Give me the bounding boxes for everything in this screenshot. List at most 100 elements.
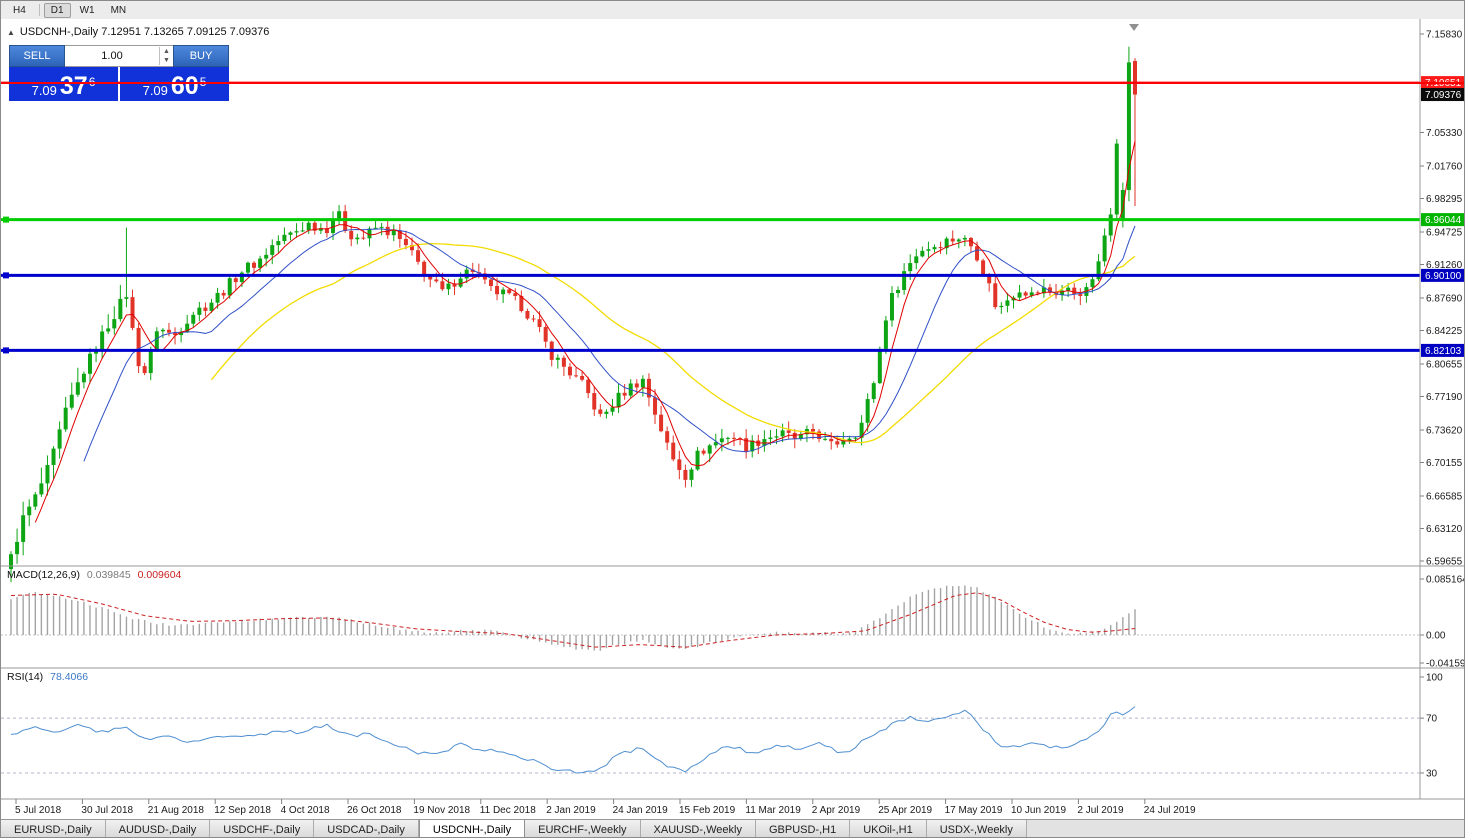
line-handle[interactable] <box>3 216 9 223</box>
spinner-up-icon[interactable]: ▲ <box>163 48 170 55</box>
svg-text:6.80655: 6.80655 <box>1426 359 1463 370</box>
svg-text:30 Jul 2018: 30 Jul 2018 <box>81 805 133 816</box>
svg-text:5 Jul 2018: 5 Jul 2018 <box>15 805 62 816</box>
chart-area[interactable]: 7.15830 7.05330 7.01760 6.98295 6.94725 6.912… <box>1 19 1465 819</box>
collapse-panel-icon[interactable]: ▲ <box>7 28 15 37</box>
svg-text:15 Feb 2019: 15 Feb 2019 <box>679 805 736 816</box>
svg-text:0.00: 0.00 <box>1426 631 1446 642</box>
sell-price-display[interactable]: 7.09376 <box>9 67 118 101</box>
svg-text:6.63120: 6.63120 <box>1426 524 1463 535</box>
chart-tab[interactable]: XAUUSD-,Weekly <box>640 820 756 837</box>
svg-text:6.82103: 6.82103 <box>1425 346 1462 357</box>
timeframe-button-mn[interactable]: MN <box>110 4 127 16</box>
svg-text:6.84225: 6.84225 <box>1426 326 1463 337</box>
svg-text:6.73620: 6.73620 <box>1426 425 1463 436</box>
volume-field[interactable]: 1.00 ▲ ▼ <box>65 45 173 67</box>
chart-tab[interactable]: UKOil-,H1 <box>850 820 927 837</box>
svg-text:70: 70 <box>1426 714 1438 725</box>
chart-tab[interactable]: USDCAD-,Daily <box>314 820 419 837</box>
svg-text:10 Jun 2019: 10 Jun 2019 <box>1011 805 1066 816</box>
line-handle[interactable] <box>3 347 9 354</box>
chart-title-text: USDCNH-,Daily 7.12951 7.13265 7.09125 7.… <box>19 26 270 38</box>
buy-price-display[interactable]: 7.09605 <box>120 67 229 101</box>
price-tags: 7.10651 6.96044 6.90100 6.82103 7.09376 <box>1421 76 1464 357</box>
svg-text:2 Jul 2019: 2 Jul 2019 <box>1077 805 1124 816</box>
timeframe-button-h4[interactable]: H4 <box>13 4 26 16</box>
volume-value[interactable]: 1.00 <box>101 50 123 62</box>
svg-text:6.98295: 6.98295 <box>1426 194 1463 205</box>
sell-button[interactable]: SELL <box>9 45 65 67</box>
line-handle[interactable] <box>3 272 9 279</box>
svg-text:6.59655: 6.59655 <box>1426 557 1463 568</box>
svg-text:6.96044: 6.96044 <box>1425 215 1462 226</box>
buy-button[interactable]: BUY <box>173 45 229 67</box>
timeframe-button-w1[interactable]: W1 <box>79 4 95 16</box>
buy-price-main: 7.09 <box>142 83 168 98</box>
resistance-line-overlay[interactable] <box>1 81 1464 84</box>
svg-text:7.01760: 7.01760 <box>1426 161 1463 172</box>
svg-text:17 May 2019: 17 May 2019 <box>945 805 1003 816</box>
buy-price-pips: 60 <box>170 72 199 100</box>
chart-tab[interactable]: USDX-,Weekly <box>926 820 1027 837</box>
svg-text:24 Jan 2019: 24 Jan 2019 <box>613 805 668 816</box>
svg-text:6.77190: 6.77190 <box>1426 392 1463 403</box>
svg-text:21 Aug 2018: 21 Aug 2018 <box>148 805 205 816</box>
chart-tab[interactable]: GBPUSD-,H1 <box>755 820 851 837</box>
rsi-indicator-label: RSI(14) 78.4066 <box>7 671 88 683</box>
date-axis: 5 Jul 2018 30 Jul 2018 21 Aug 2018 12 Sep 2… <box>15 799 1196 816</box>
svg-text:25 Apr 2019: 25 Apr 2019 <box>878 805 932 816</box>
svg-text:2 Jan 2019: 2 Jan 2019 <box>546 805 596 816</box>
svg-text:19 Nov 2018: 19 Nov 2018 <box>413 805 470 816</box>
svg-text:11 Mar 2019: 11 Mar 2019 <box>745 805 801 816</box>
chart-tab[interactable]: EURUSD-,Daily <box>1 820 106 837</box>
svg-text:26 Oct 2018: 26 Oct 2018 <box>347 805 402 816</box>
svg-text:6.90100: 6.90100 <box>1425 271 1462 282</box>
svg-text:7.15830: 7.15830 <box>1426 30 1463 41</box>
macd-name: MACD(12,26,9) <box>7 569 80 581</box>
svg-text:-0.041597: -0.041597 <box>1426 659 1465 670</box>
rsi-value: 78.4066 <box>50 671 89 683</box>
chart-canvas[interactable]: 7.15830 7.05330 7.01760 6.98295 6.94725 6.912… <box>1 19 1465 819</box>
chart-tab[interactable]: EURCHF-,Weekly <box>525 820 641 837</box>
svg-text:0.085164: 0.085164 <box>1426 575 1465 586</box>
sell-price-main: 7.09 <box>31 83 57 98</box>
chart-shift-marker-icon[interactable] <box>1129 24 1139 31</box>
svg-text:6.91260: 6.91260 <box>1426 260 1463 271</box>
chart-tab[interactable]: USDCNH-,Daily <box>418 820 526 837</box>
spinner-down-icon[interactable]: ▼ <box>163 57 170 64</box>
svg-text:24 Jul 2019: 24 Jul 2019 <box>1144 805 1196 816</box>
macd-pane: 0.085164 0.00 -0.041597 <box>1 575 1465 670</box>
svg-text:7.10651: 7.10651 <box>1425 78 1462 89</box>
timeframe-toolbar: H4 D1 W1 MN <box>1 1 1464 20</box>
one-click-trading-panel: SELL 1.00 ▲ ▼ BUY 7.09376 7.09605 <box>9 45 229 101</box>
svg-text:6.70155: 6.70155 <box>1426 458 1463 469</box>
price-axis: 7.15830 7.05330 7.01760 6.98295 6.94725 6.912… <box>1420 30 1463 568</box>
rsi-pane: 100 70 30 <box>1 673 1443 779</box>
volume-spinner[interactable]: ▲ ▼ <box>159 47 173 65</box>
ma-fast-line <box>34 140 1136 523</box>
timeframe-button-d1[interactable]: D1 <box>43 2 71 18</box>
macd-indicator-label: MACD(12,26,9) 0.039845 0.009604 <box>7 569 181 581</box>
svg-text:6.94725: 6.94725 <box>1426 227 1463 238</box>
chart-tab[interactable]: USDCHF-,Daily <box>210 820 315 837</box>
svg-text:30: 30 <box>1426 768 1438 779</box>
macd-main-value: 0.039845 <box>86 569 131 581</box>
svg-text:11 Dec 2018: 11 Dec 2018 <box>480 805 536 816</box>
svg-text:2 Apr 2019: 2 Apr 2019 <box>812 805 861 816</box>
chart-tab-bar: EURUSD-,Daily AUDUSD-,Daily USDCHF-,Daily U… <box>1 819 1464 837</box>
macd-signal-value: 0.009604 <box>137 569 182 581</box>
svg-text:7.09376: 7.09376 <box>1425 90 1462 101</box>
toolbar-separator <box>38 4 40 16</box>
svg-text:6.66585: 6.66585 <box>1426 491 1463 502</box>
svg-text:4 Oct 2018: 4 Oct 2018 <box>281 805 330 816</box>
ma-mid-line <box>83 225 1136 462</box>
chart-title: ▲ USDCNH-,Daily 7.12951 7.13265 7.09125 7… <box>7 26 269 38</box>
svg-text:6.87690: 6.87690 <box>1426 293 1463 304</box>
rsi-name: RSI(14) <box>7 671 44 683</box>
svg-text:100: 100 <box>1426 673 1443 684</box>
svg-text:12 Sep 2018: 12 Sep 2018 <box>214 805 271 816</box>
chart-tab[interactable]: AUDUSD-,Daily <box>105 820 211 837</box>
sell-price-pips: 37 <box>59 72 88 100</box>
svg-text:7.05330: 7.05330 <box>1426 128 1463 139</box>
